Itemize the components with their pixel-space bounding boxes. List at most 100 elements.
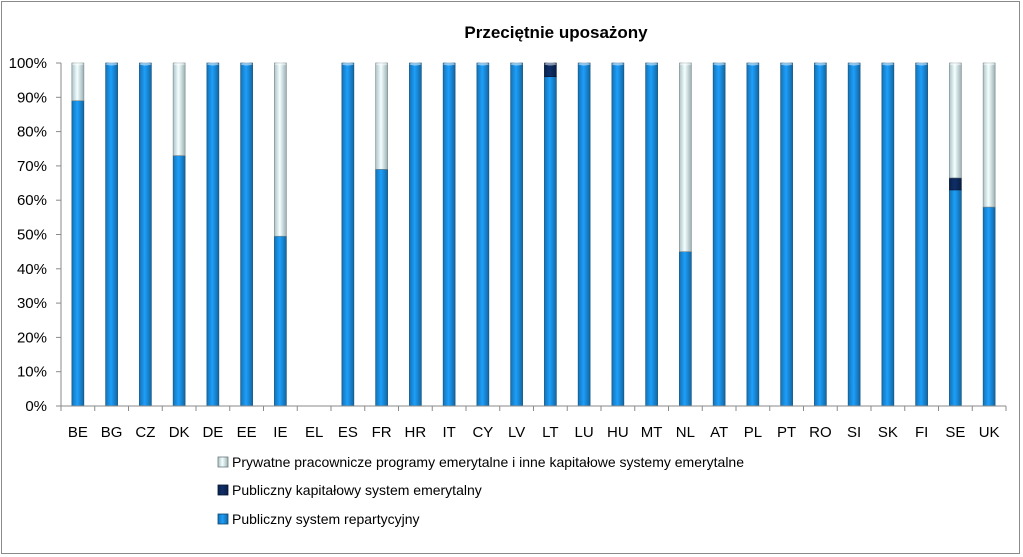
bar-cap <box>713 62 726 66</box>
bar-cap <box>173 62 186 66</box>
y-tick-label: 0% <box>25 398 47 415</box>
x-tick-label: RO <box>809 424 832 441</box>
axes <box>60 63 1006 407</box>
x-tick-label: IT <box>442 424 455 441</box>
bar-segment <box>409 62 422 407</box>
bar-segment <box>712 62 726 407</box>
bar-cap <box>746 62 759 66</box>
bar-cap <box>139 62 152 66</box>
y-tick-label: 70% <box>17 158 47 175</box>
bar-segment <box>105 62 118 407</box>
bar-cap <box>881 62 894 66</box>
x-tick-label: PT <box>777 424 796 441</box>
y-tick-label: 90% <box>17 89 47 106</box>
bar-cap <box>915 62 928 66</box>
y-axis: 0% 10% 20% 30% 40% 50% 60% 70% 80% 90% 100% <box>9 55 61 415</box>
bar-cap <box>71 62 84 66</box>
bar-segment <box>780 62 793 407</box>
bar-cap <box>611 62 624 66</box>
bar-segment <box>139 62 152 407</box>
bar-cap <box>341 62 354 66</box>
legend: Prywatne pracownicze programy emerytalne… <box>217 454 744 527</box>
bar-segment <box>746 62 760 407</box>
x-tick-label: SI <box>847 424 861 441</box>
bar-cap <box>375 62 388 66</box>
legend-swatch <box>217 484 229 496</box>
bar-segment <box>274 62 287 237</box>
x-tick-label: SE <box>945 424 965 441</box>
bar-segment <box>847 62 861 407</box>
x-tick-label: LV <box>508 424 525 441</box>
bar-segment <box>375 62 388 170</box>
x-tick-label: DE <box>202 424 223 441</box>
x-tick-label: MT <box>641 424 663 441</box>
y-tick-label: 20% <box>17 329 47 346</box>
bar-segment <box>611 62 625 407</box>
bar-segment <box>341 62 355 407</box>
bar-cap <box>679 62 692 66</box>
legend-label: Prywatne pracownicze programy emerytalne… <box>232 454 744 470</box>
x-tick-label: IE <box>273 424 287 441</box>
bar-segment <box>679 62 692 252</box>
x-tick-label: CZ <box>135 424 155 441</box>
bar-segment <box>172 155 186 407</box>
bar-segment <box>949 62 962 179</box>
bars <box>71 62 996 407</box>
bar-cap <box>848 62 861 66</box>
y-tick-label: 30% <box>17 295 47 312</box>
y-tick-label: 10% <box>17 364 47 381</box>
bar-segment <box>71 62 85 102</box>
bar-segment <box>71 100 85 407</box>
bar-cap <box>105 62 118 66</box>
bar-cap <box>780 62 793 66</box>
bar-segment <box>915 62 928 407</box>
bar-segment <box>679 251 692 407</box>
bar-segment <box>206 62 220 407</box>
legend-label: Publiczny kapitałowy system emerytalny <box>232 482 482 498</box>
bar-segment <box>442 62 456 407</box>
x-tick-label: PL <box>744 424 762 441</box>
bar-cap <box>544 62 557 66</box>
bar-segment <box>544 76 557 407</box>
legend-swatch <box>217 513 229 525</box>
x-tick-label: NL <box>676 424 695 441</box>
bar-segment <box>949 189 962 407</box>
bar-segment <box>645 62 658 407</box>
x-tick-label: DK <box>169 424 190 441</box>
bar-cap <box>814 62 827 66</box>
bar-segment <box>375 169 388 407</box>
y-tick-label: 40% <box>17 261 47 278</box>
x-tick-label: FR <box>372 424 392 441</box>
x-tick-label: LT <box>542 424 558 441</box>
bar-cap <box>409 62 422 66</box>
x-tick-label: CY <box>472 424 493 441</box>
legend-swatch <box>217 456 229 468</box>
bar-cap <box>949 62 962 66</box>
bar-cap <box>578 62 591 66</box>
x-tick-label: HU <box>607 424 629 441</box>
y-tick-label: 60% <box>17 192 47 209</box>
bar-segment <box>814 62 827 407</box>
bar-cap <box>510 62 523 66</box>
bar-cap <box>206 62 219 66</box>
bar-cap <box>240 62 253 66</box>
bar-cap <box>645 62 658 66</box>
bar-segment <box>476 62 490 407</box>
bar-cap <box>274 62 287 66</box>
chart-title: Przeciętnie uposażony <box>464 23 648 42</box>
bar-segment <box>274 235 287 407</box>
bar-segment <box>510 62 523 407</box>
bar-segment <box>881 62 895 407</box>
bar-segment <box>982 62 996 208</box>
bar-cap <box>443 62 456 66</box>
x-tick-label: LU <box>575 424 594 441</box>
x-axis: BE BG CZ DK DE EE IE EL ES FR HR IT CY LV LT LU HU MT NL AT… <box>60 406 1007 441</box>
bar-cap <box>983 62 996 66</box>
x-tick-label: EL <box>305 424 323 441</box>
x-tick-label: UK <box>979 424 1000 441</box>
bar-segment <box>577 62 591 407</box>
bar-cap <box>476 62 489 66</box>
x-tick-label: SK <box>878 424 898 441</box>
bar-segment <box>240 62 253 407</box>
